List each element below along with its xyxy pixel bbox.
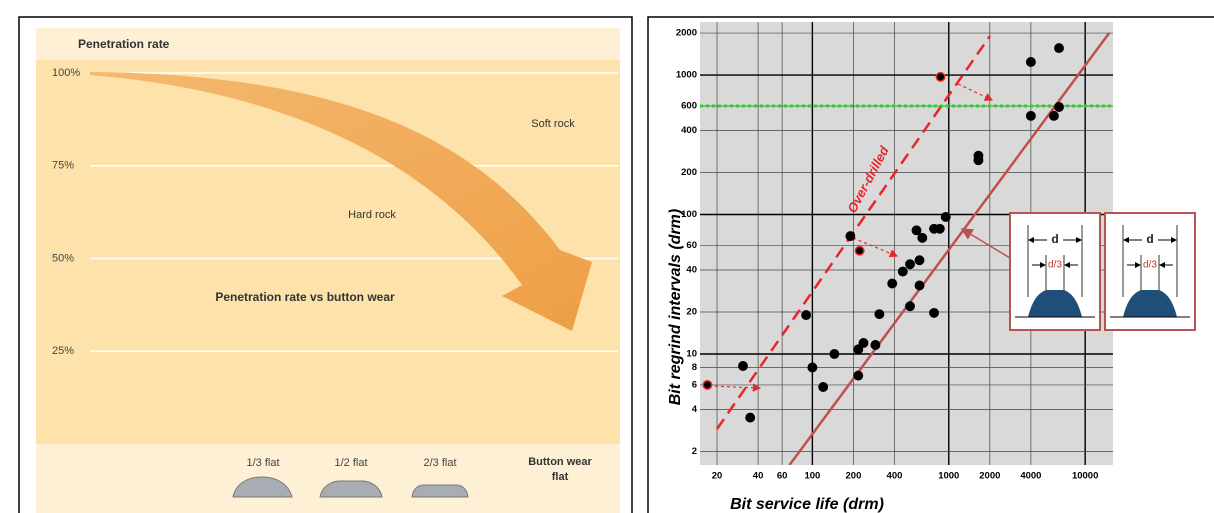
dimension-label: d/3 bbox=[1143, 260, 1157, 271]
figure: Penetration rate 100% 75% 50% 25% Soft rock Ha… bbox=[0, 0, 1214, 513]
point bbox=[855, 247, 863, 255]
x-tick-label: 400 bbox=[887, 471, 903, 482]
point bbox=[936, 225, 944, 233]
x-tick-label: 1000 bbox=[938, 471, 959, 482]
dimension-label: d bbox=[1051, 232, 1058, 246]
point bbox=[871, 341, 879, 349]
annotation: Hard rock bbox=[348, 209, 396, 221]
point bbox=[942, 213, 950, 221]
point bbox=[854, 371, 862, 379]
point bbox=[808, 363, 816, 371]
annotation: Soft rock bbox=[531, 118, 575, 130]
y-tick-label: 2000 bbox=[676, 28, 697, 39]
y-tick-label: 400 bbox=[681, 125, 697, 136]
point bbox=[930, 309, 938, 317]
y-tick-label: 40 bbox=[686, 265, 697, 276]
y-tick-label: 6 bbox=[692, 379, 697, 390]
dimension-label: d/3 bbox=[1048, 260, 1062, 271]
x-axis-label: Bit service life (drm) bbox=[730, 496, 884, 513]
y-tick-label: 1000 bbox=[676, 70, 697, 81]
x-tick-label: 10000 bbox=[1072, 471, 1098, 482]
point bbox=[918, 234, 926, 242]
x-tick-label: 4000 bbox=[1020, 471, 1041, 482]
y-tick-label: 8 bbox=[692, 362, 697, 373]
y-tick-label: 100% bbox=[52, 67, 80, 79]
page: {"chart_data": [ {"type": "schematic", "… bbox=[0, 0, 1214, 513]
point bbox=[703, 381, 711, 389]
point bbox=[830, 350, 838, 358]
point bbox=[859, 339, 867, 347]
dimension-label: d bbox=[1146, 232, 1153, 246]
point bbox=[1055, 44, 1063, 52]
x-category-label: Button wear flat bbox=[528, 455, 592, 485]
y-tick-label: 2 bbox=[692, 446, 697, 457]
point bbox=[802, 311, 810, 319]
x-tick-label: 2000 bbox=[979, 471, 1000, 482]
point bbox=[899, 267, 907, 275]
point bbox=[739, 362, 747, 370]
point bbox=[1055, 103, 1063, 111]
y-tick-label: 10 bbox=[686, 349, 697, 360]
x-tick-label: 100 bbox=[804, 471, 820, 482]
y-tick-label: 60 bbox=[686, 240, 697, 251]
point bbox=[1050, 112, 1058, 120]
point bbox=[936, 73, 944, 81]
point bbox=[875, 310, 883, 318]
point bbox=[746, 413, 754, 421]
y-axis-label: Bit regrind intervals (drm) bbox=[667, 209, 684, 405]
y-tick-label: 4 bbox=[692, 404, 698, 415]
x-tick-label: 60 bbox=[777, 471, 788, 482]
point bbox=[906, 302, 914, 310]
y-tick-label: 200 bbox=[681, 167, 697, 178]
point bbox=[915, 281, 923, 289]
point bbox=[888, 279, 896, 287]
y-tick-label: 20 bbox=[686, 307, 697, 318]
point bbox=[906, 260, 914, 268]
y-tick-label: 50% bbox=[52, 252, 74, 264]
chart-title: Penetration rate bbox=[78, 37, 170, 51]
button-shape bbox=[412, 485, 468, 497]
x-category-label: 1/3 flat bbox=[246, 457, 279, 469]
point bbox=[1027, 58, 1035, 66]
point bbox=[846, 232, 854, 240]
point bbox=[1027, 112, 1035, 120]
x-tick-label: 40 bbox=[753, 471, 764, 482]
button-shape bbox=[320, 481, 382, 497]
point bbox=[915, 256, 923, 264]
x-category-label: 1/2 flat bbox=[334, 457, 367, 469]
annotation: Penetration rate vs button wear bbox=[215, 290, 395, 304]
y-tick-label: 75% bbox=[52, 160, 74, 172]
x-tick-label: 20 bbox=[712, 471, 723, 482]
y-tick-label: 25% bbox=[52, 345, 74, 357]
x-category-label: 2/3 flat bbox=[423, 457, 456, 469]
point bbox=[819, 383, 827, 391]
point bbox=[974, 156, 982, 164]
x-tick-label: 200 bbox=[846, 471, 862, 482]
y-tick-label: 600 bbox=[681, 100, 697, 111]
point bbox=[912, 226, 920, 234]
